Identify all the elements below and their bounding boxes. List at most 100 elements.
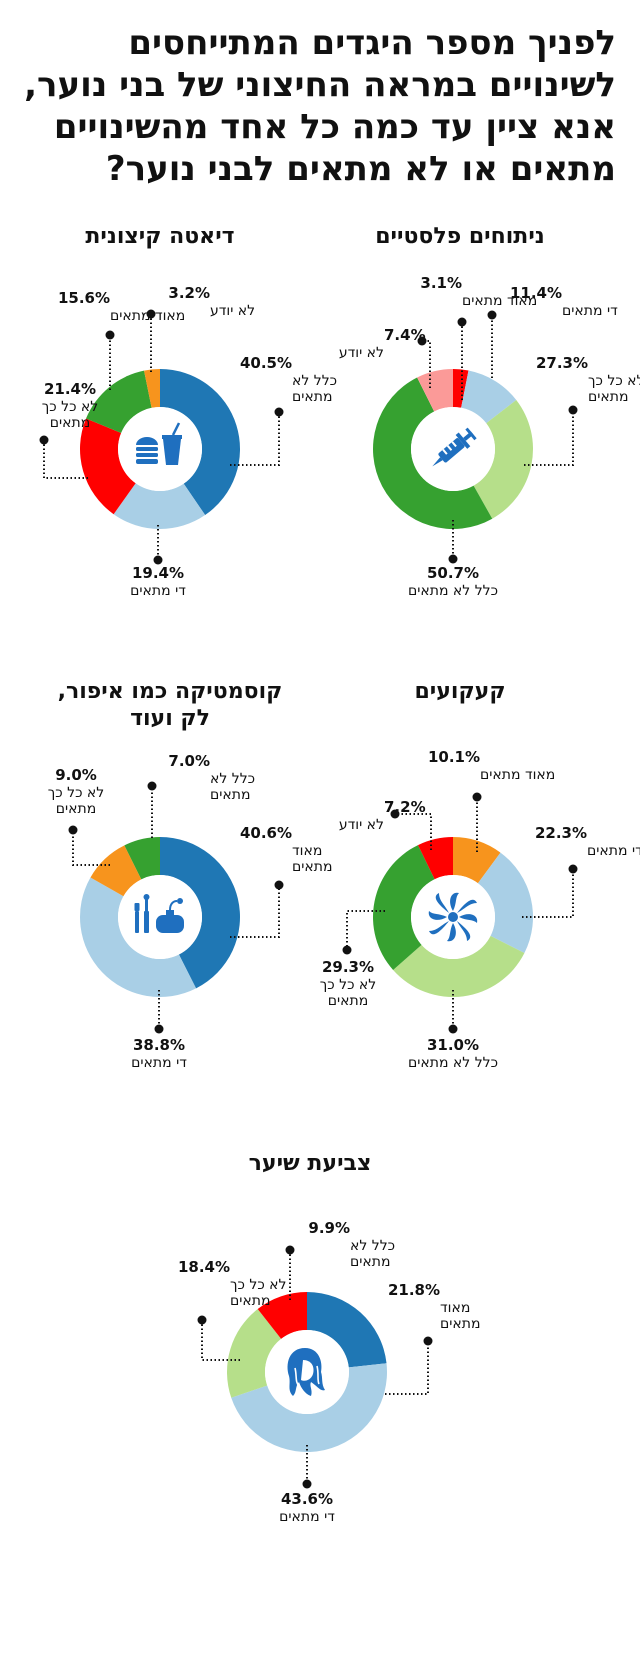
donut-slice [80,418,136,515]
slice-category-label: די מתאים [587,843,640,859]
donut-slice [80,877,197,997]
label-leader-line [346,910,385,950]
slice-percent-label: 18.4% [178,1258,230,1276]
donut-slice [453,369,469,408]
slice-category-label: מתאים [210,787,251,803]
donut-slice [461,370,517,424]
slice-percent-label: 9.9% [308,1219,350,1237]
slice-category-label: כלל לא [210,771,255,787]
label-leader-line [395,813,432,850]
label-leader-dot [274,880,284,890]
slice-percent-label: 11.4% [510,284,562,302]
slice-percent-label: 19.4% [132,564,184,582]
label-leader-dot [457,317,467,327]
donut-slice [453,837,501,884]
slice-percent-label: 9.0% [55,766,97,784]
label-leader-dot [472,792,482,802]
chart-title-extreme-diet: דיאטה קיצונית [30,223,290,250]
donut-slice [257,1292,307,1339]
label-leader-line [72,830,110,866]
label-leader-line [201,1320,240,1361]
slice-percent-label: 40.6% [240,824,292,842]
donut-hole [118,407,202,491]
slice-percent-label: 50.7% [427,564,479,582]
slice-percent-label: 31.0% [427,1036,479,1054]
label-leader-dot [417,336,427,346]
label-leader-dot [568,864,578,874]
chart-title-line: דיאטה קיצונית [85,224,235,249]
label-leader-dot [568,405,578,415]
donut-slice [372,377,493,530]
slice-category-label: מתאים [50,415,91,431]
slice-percent-label: 7.4% [384,326,426,344]
slice-percent-label: 21.4% [44,380,96,398]
slice-category-label: כלל לא [350,1238,395,1254]
slice-category-label: מאוד [440,1300,470,1316]
slice-category-label: מתאים [56,801,97,817]
chart-title-line: לק ועוד [130,706,210,731]
label-leader-dot [487,310,497,320]
slice-category-label: לא יודע [339,345,384,361]
donut-slice [417,837,453,880]
page-title-line: אנא ציין עד כמה כל אחד מהשינויים [53,107,616,147]
slice-category-label: כלל לא מתאים [408,1055,498,1071]
donut-chart: 10.1%מאוד מתאים 22.3%די מתאים 31.0%כלל לא … [320,748,640,1071]
label-leader-dot [285,1245,295,1255]
chart-title-hair-dye: צביעת שיער [180,1150,440,1177]
slice-percent-label: 15.6% [58,289,110,307]
chart-title-line: צביעת שיער [248,1151,372,1176]
slice-category-label: מאוד [292,843,322,859]
label-leader-line [522,869,574,918]
label-leader-dot [154,1024,164,1034]
label-leader-dot [197,1315,207,1325]
donut-slice [90,845,142,897]
slice-category-label: מתאים [588,389,629,405]
slice-category-label: מאוד מתאים [462,293,537,309]
label-leader-line [524,410,574,466]
slice-percent-label: 21.8% [388,1281,440,1299]
slice-percent-label: 27.3% [536,354,588,372]
donut-slice [160,837,240,989]
chart-title-plastic-surgery: ניתוחים פלסטיים [330,223,590,250]
slice-category-label: לא כל כך [230,1277,287,1293]
slice-percent-label: 3.1% [420,274,462,292]
donut-slice [226,1308,282,1398]
slice-category-label: די מתאים [279,1509,335,1525]
slice-category-label: לא יודע [210,303,255,319]
label-leader-dot [448,1024,458,1034]
slice-category-label: די מתאים [131,1055,187,1071]
label-leader-dot [302,1479,312,1489]
page-title: לפניך מספר היגדים המתייחסים לשינויים במר… [16,22,616,190]
slice-category-label: מתאים [230,1293,271,1309]
slice-percent-label: 3.2% [168,284,210,302]
slice-category-label: מתאים [292,389,333,405]
chart-title-cosmetics: קוסמטיקה כמו איפור, לק ועוד [40,678,300,732]
label-leader-line [385,1341,429,1395]
donut-slice [113,483,206,529]
slice-category-label: די מתאים [562,303,618,319]
slice-percent-label: 22.3% [535,824,587,842]
slice-percent-label: 38.8% [133,1036,185,1054]
donut-slice [86,370,152,434]
label-leader-dot [342,945,352,955]
slice-category-label: לא יודע [339,817,384,833]
slice-category-label: כלל לא [292,373,337,389]
label-leader-dot [423,1336,433,1346]
label-leader-dot [39,435,49,445]
slice-category-label: מתאים [328,993,369,1009]
slice-category-label: לא כל כך [42,399,99,415]
page-title-line: לשינויים במראה החיצוני של בני נוער, [24,65,616,105]
slice-percent-label: 7.0% [168,752,210,770]
label-leader-dot [390,809,400,819]
slice-category-label: לא כל כך [588,373,640,389]
slice-category-label: מתאים [292,859,333,875]
chart-title-line: קעקועים [414,679,506,704]
donut-slice [477,852,533,954]
page-title-line: לפניך מספר היגדים המתייחסים [128,23,616,63]
chart-title-line: קוסמטיקה כמו איפור, [57,679,283,704]
